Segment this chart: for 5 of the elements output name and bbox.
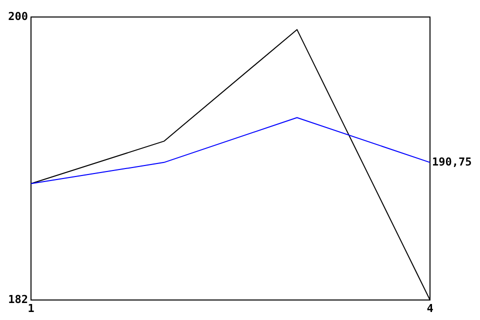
- x-tick-label: 4: [426, 302, 434, 315]
- y-tick-label: 182: [8, 293, 28, 306]
- x-tick-label: 1: [28, 302, 35, 315]
- annotation: 190,75: [432, 155, 472, 168]
- y-tick-label: 200: [8, 10, 28, 24]
